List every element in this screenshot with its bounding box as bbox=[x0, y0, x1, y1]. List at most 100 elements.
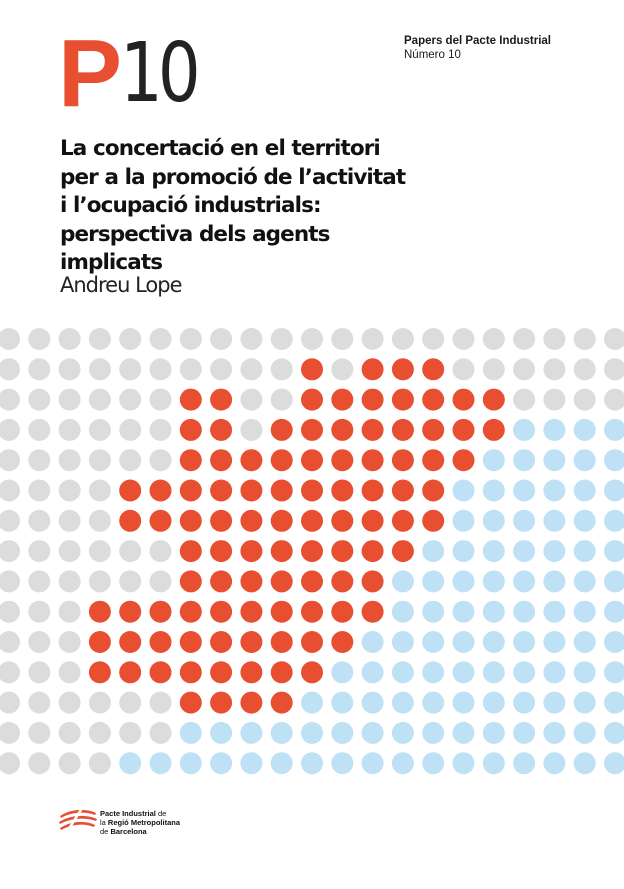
red-dot bbox=[210, 388, 233, 411]
red-dot bbox=[119, 631, 142, 653]
red-dot bbox=[210, 540, 233, 563]
red-dot bbox=[119, 661, 142, 684]
red-dot bbox=[179, 449, 202, 472]
red-dot bbox=[331, 479, 354, 502]
red-dot bbox=[270, 631, 293, 653]
grey-dot bbox=[58, 358, 81, 381]
red-dot bbox=[240, 449, 263, 472]
red-dot bbox=[270, 570, 293, 593]
grey-dot bbox=[452, 328, 475, 350]
title-line: implicats bbox=[60, 250, 163, 275]
title-line: i l’ocupació industrials: bbox=[60, 193, 322, 218]
red-dot bbox=[452, 418, 475, 441]
red-dot bbox=[119, 600, 142, 623]
red-dot bbox=[240, 661, 263, 684]
red-dot bbox=[361, 418, 384, 441]
red-dot bbox=[391, 449, 414, 472]
grey-dot bbox=[58, 691, 81, 714]
red-dot bbox=[179, 600, 202, 623]
blue-dot bbox=[452, 540, 475, 563]
blue-dot bbox=[513, 600, 536, 623]
blue-dot bbox=[301, 721, 323, 744]
red-dot bbox=[301, 600, 323, 623]
red-dot bbox=[240, 600, 263, 623]
blue-dot bbox=[482, 661, 505, 684]
blue-dot bbox=[452, 631, 475, 653]
blue-dot bbox=[573, 752, 596, 775]
blue-dot bbox=[604, 752, 624, 775]
blue-dot bbox=[452, 752, 475, 775]
grey-dot bbox=[604, 328, 624, 350]
blue-dot bbox=[573, 631, 596, 653]
red-dot bbox=[88, 661, 111, 684]
grey-dot bbox=[573, 328, 596, 350]
blue-dot bbox=[543, 691, 566, 714]
red-dot bbox=[361, 600, 384, 623]
grey-dot bbox=[28, 479, 51, 502]
series-info: Papers del Pacte Industrial Número 10 bbox=[404, 34, 551, 62]
grey-dot bbox=[0, 600, 20, 623]
red-dot bbox=[331, 449, 354, 472]
grey-dot bbox=[58, 479, 81, 502]
blue-dot bbox=[513, 509, 536, 532]
blue-dot bbox=[452, 479, 475, 502]
blue-dot bbox=[240, 721, 263, 744]
blue-dot bbox=[179, 752, 202, 775]
logo-number: 10 bbox=[120, 26, 201, 121]
blue-dot bbox=[604, 449, 624, 472]
grey-dot bbox=[149, 540, 172, 563]
blue-dot bbox=[331, 691, 354, 714]
grey-dot bbox=[482, 358, 505, 381]
blue-dot bbox=[391, 600, 414, 623]
grey-dot bbox=[58, 418, 81, 441]
red-dot bbox=[270, 691, 293, 714]
grey-dot bbox=[119, 721, 142, 744]
blue-dot bbox=[482, 691, 505, 714]
grey-dot bbox=[0, 540, 20, 563]
grey-dot bbox=[240, 328, 263, 350]
blue-dot bbox=[543, 418, 566, 441]
red-dot bbox=[422, 388, 445, 411]
grey-dot bbox=[0, 388, 20, 411]
grey-dot bbox=[58, 721, 81, 744]
red-dot bbox=[210, 418, 233, 441]
blue-dot bbox=[149, 752, 172, 775]
grey-dot bbox=[88, 449, 111, 472]
grey-dot bbox=[28, 418, 51, 441]
blue-dot bbox=[361, 631, 384, 653]
grey-dot bbox=[88, 752, 111, 775]
grey-dot bbox=[270, 358, 293, 381]
blue-dot bbox=[452, 570, 475, 593]
red-dot bbox=[331, 388, 354, 411]
red-dot bbox=[179, 570, 202, 593]
red-dot bbox=[240, 691, 263, 714]
blue-dot bbox=[573, 509, 596, 532]
red-dot bbox=[149, 509, 172, 532]
red-dot bbox=[301, 570, 323, 593]
blue-dot bbox=[391, 721, 414, 744]
grey-dot bbox=[58, 600, 81, 623]
grey-dot bbox=[482, 328, 505, 350]
red-dot bbox=[331, 418, 354, 441]
red-dot bbox=[331, 509, 354, 532]
red-dot bbox=[301, 358, 323, 381]
grey-dot bbox=[543, 328, 566, 350]
grey-dot bbox=[604, 358, 624, 381]
grey-dot bbox=[119, 540, 142, 563]
blue-dot bbox=[422, 721, 445, 744]
grey-dot bbox=[149, 691, 172, 714]
red-dot bbox=[210, 479, 233, 502]
grey-dot bbox=[149, 388, 172, 411]
blue-dot bbox=[482, 570, 505, 593]
blue-dot bbox=[513, 449, 536, 472]
blue-dot bbox=[422, 661, 445, 684]
blue-dot bbox=[482, 540, 505, 563]
blue-dot bbox=[452, 721, 475, 744]
grey-dot bbox=[58, 631, 81, 653]
grey-dot bbox=[0, 661, 20, 684]
blue-dot bbox=[604, 600, 624, 623]
grey-dot bbox=[331, 358, 354, 381]
series-name: Papers del Pacte Industrial bbox=[404, 35, 552, 47]
blue-dot bbox=[543, 631, 566, 653]
red-dot bbox=[210, 631, 233, 653]
